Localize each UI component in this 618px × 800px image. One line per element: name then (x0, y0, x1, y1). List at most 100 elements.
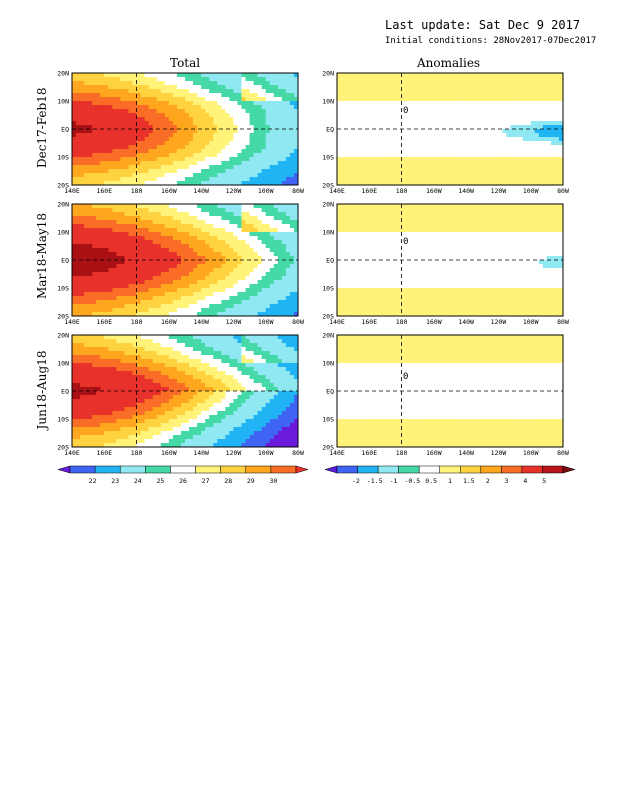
field-cell (209, 161, 214, 166)
field-cell (277, 276, 283, 281)
field-cell (120, 121, 125, 126)
field-cell (176, 272, 182, 277)
field-cell (554, 73, 560, 78)
field-cell (152, 288, 158, 293)
field-cell (341, 141, 346, 146)
field-cell (377, 109, 382, 114)
field-cell (100, 244, 105, 249)
field-cell (510, 169, 515, 174)
field-cell (429, 113, 435, 118)
field-cell (217, 248, 222, 253)
field-cell (193, 228, 198, 233)
field-cell (128, 93, 133, 98)
field-cell (337, 300, 342, 305)
field-cells (337, 204, 564, 317)
field-cell (168, 260, 174, 265)
field-cell (237, 212, 242, 217)
field-cell (357, 204, 362, 209)
field-cell (466, 93, 471, 98)
field-cell (486, 153, 491, 158)
field-cell (233, 181, 238, 186)
field-cell (522, 89, 527, 94)
field-cell (176, 177, 182, 182)
field-cell (510, 125, 515, 130)
field-cell (84, 236, 89, 241)
field-cell (389, 97, 394, 102)
field-cell (470, 81, 475, 86)
field-cell (353, 109, 358, 114)
field-cell (365, 280, 370, 285)
field-cell (474, 157, 479, 162)
field-cell (542, 161, 548, 166)
field-cell (518, 173, 523, 178)
field-cell (221, 236, 226, 241)
field-cell (217, 93, 222, 98)
field-cell (365, 97, 370, 102)
field-cell (265, 244, 271, 249)
field-cell (337, 157, 342, 162)
field-cell (494, 105, 499, 110)
field-cell (176, 276, 182, 281)
field-cell (205, 300, 210, 305)
field-cell (96, 260, 101, 265)
field-cell (393, 105, 398, 110)
field-cell (349, 284, 354, 289)
field-cell (80, 137, 85, 142)
field-cell (277, 169, 283, 174)
field-cell (148, 284, 154, 289)
field-cell (437, 177, 443, 182)
field-cell (277, 208, 283, 213)
field-cell (213, 240, 218, 245)
field-cell (180, 236, 186, 241)
field-cell (289, 109, 295, 114)
field-cell (72, 212, 77, 217)
field-cell (409, 145, 414, 150)
field-cell (289, 212, 295, 217)
field-cell (112, 157, 117, 162)
field-cell (349, 77, 354, 82)
field-cell (201, 216, 206, 221)
field-cell (156, 232, 162, 237)
field-cell (293, 121, 299, 126)
field-cell (221, 292, 226, 297)
field-cell (96, 173, 101, 178)
field-cell (88, 204, 93, 209)
field-cell (197, 97, 202, 102)
field-cell (554, 137, 560, 142)
field-cell (289, 244, 295, 249)
field-cell (124, 177, 129, 182)
field-cell (405, 161, 410, 166)
field-cell (160, 252, 166, 257)
field-cell (550, 121, 556, 126)
field-cell (72, 260, 77, 265)
field-cell (293, 177, 299, 182)
field-cell (88, 212, 93, 217)
field-cell (229, 149, 234, 154)
field-cell (482, 105, 487, 110)
field-cell (92, 312, 97, 317)
field-cell (441, 121, 447, 126)
field-cell (253, 133, 258, 138)
field-cell (341, 173, 346, 178)
field-cell (445, 129, 451, 134)
field-cell (253, 304, 258, 309)
field-cell (498, 169, 503, 174)
field-cell (285, 101, 291, 106)
field-cell (168, 280, 174, 285)
field-cell (144, 101, 149, 106)
field-cell (176, 204, 182, 209)
field-cell (409, 165, 414, 170)
field-cell (265, 117, 271, 122)
field-cell (373, 113, 378, 118)
field-cell (76, 284, 81, 289)
field-cell (193, 173, 198, 178)
field-cell (437, 133, 443, 138)
field-cell (213, 181, 218, 186)
field-cell (209, 101, 214, 106)
field-cell (361, 300, 366, 305)
field-cell (229, 224, 234, 229)
field-cell (108, 157, 113, 162)
field-cell (176, 300, 182, 305)
field-cell (257, 93, 262, 98)
field-cell (96, 248, 101, 253)
